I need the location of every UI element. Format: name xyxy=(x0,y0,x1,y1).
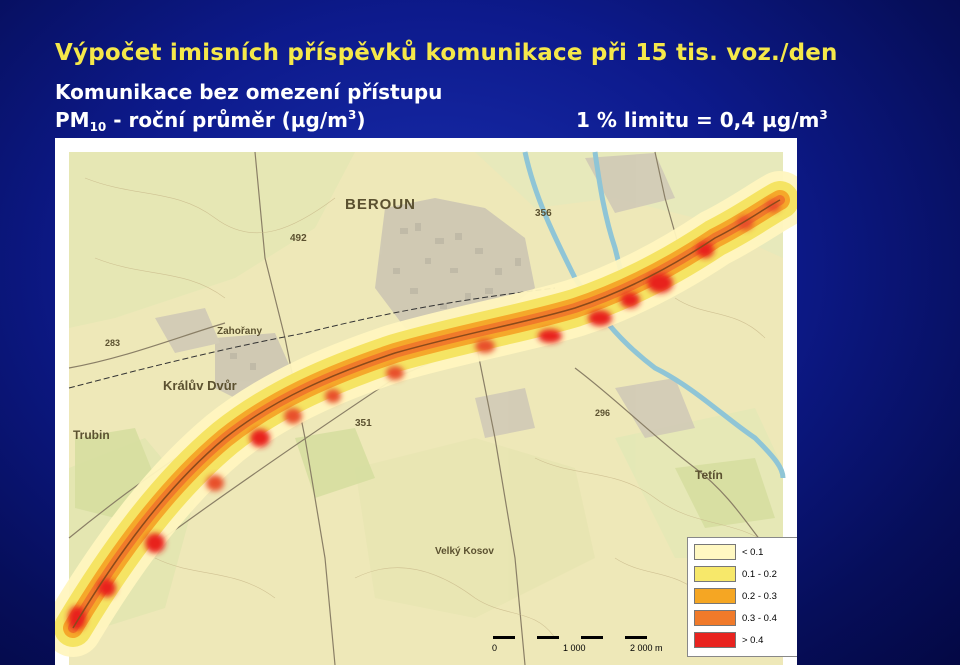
scale-bar xyxy=(493,636,647,639)
pm-suffix: - roční průměr (µg/m xyxy=(106,108,348,132)
scale-tick-2000: 2 000 m xyxy=(630,643,663,653)
legend-swatch xyxy=(694,566,736,582)
legend-swatch xyxy=(694,632,736,648)
rail xyxy=(68,287,556,389)
pm-close: ) xyxy=(356,108,366,132)
scale-tick-1000: 1 000 xyxy=(563,643,586,653)
pm-prefix: PM xyxy=(55,108,90,132)
legend-item: > 0.4 xyxy=(694,632,763,648)
slide-title: Výpočet imisních příspěvků komunikace př… xyxy=(55,40,838,66)
dispersion-map: BEROUN Králův Dvůr Trubin Zahořany 492 V… xyxy=(55,138,797,665)
legend-swatch xyxy=(694,544,736,560)
map-legend: < 0.1 0.1 - 0.2 0.2 - 0.3 0.3 - 0.4 > 0.… xyxy=(687,537,797,657)
limit-caption: 1 % limitu = 0,4 µg/m3 xyxy=(576,108,828,132)
legend-label: > 0.4 xyxy=(742,634,764,646)
legend-label: 0.2 - 0.3 xyxy=(742,590,777,602)
scale-tick-0: 0 xyxy=(492,643,498,653)
legend-item: 0.1 - 0.2 xyxy=(694,566,777,582)
legend-label: 0.3 - 0.4 xyxy=(742,612,777,624)
slide-subtitle: Komunikace bez omezení přístupu xyxy=(55,80,443,104)
map-canvas xyxy=(55,138,797,665)
legend-item: 0.2 - 0.3 xyxy=(694,588,777,604)
highway xyxy=(72,199,781,629)
place-hill-283: 283 xyxy=(105,338,121,348)
pm-subscript: 10 xyxy=(89,120,107,134)
pm-caption: PM10 - roční průměr (µg/m3) xyxy=(55,108,365,134)
place-trubin: Trubin xyxy=(73,428,110,442)
place-kraluv-dvur: Králův Dvůr xyxy=(163,378,237,393)
place-hill-351: 351 xyxy=(355,418,372,429)
place-hill-492: 492 xyxy=(290,233,307,244)
legend-swatch xyxy=(694,610,736,626)
legend-label: 0.1 - 0.2 xyxy=(742,568,777,580)
legend-item: 0.3 - 0.4 xyxy=(694,610,777,626)
place-tetin: Tetín xyxy=(695,468,723,482)
place-beroun: BEROUN xyxy=(345,196,417,213)
legend-item: < 0.1 xyxy=(694,544,763,560)
legend-swatch xyxy=(694,588,736,604)
place-hill-356: 356 xyxy=(535,208,552,219)
place-zahorany: Zahořany xyxy=(217,326,263,337)
place-hill-296: 296 xyxy=(595,408,611,418)
limit-text: 1 % limitu = 0,4 µg/m xyxy=(576,108,820,132)
pm-sup: 3 xyxy=(347,108,357,122)
hotspots xyxy=(68,200,780,630)
contours xyxy=(84,177,776,639)
place-veliky-kosov: Velký Kosov xyxy=(435,546,494,557)
limit-sup: 3 xyxy=(819,108,828,122)
legend-label: < 0.1 xyxy=(742,546,764,558)
